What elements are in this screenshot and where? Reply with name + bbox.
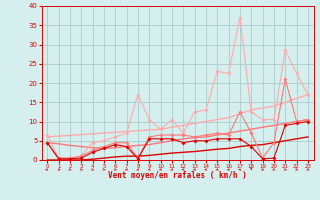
X-axis label: Vent moyen/en rafales ( km/h ): Vent moyen/en rafales ( km/h )	[108, 171, 247, 180]
